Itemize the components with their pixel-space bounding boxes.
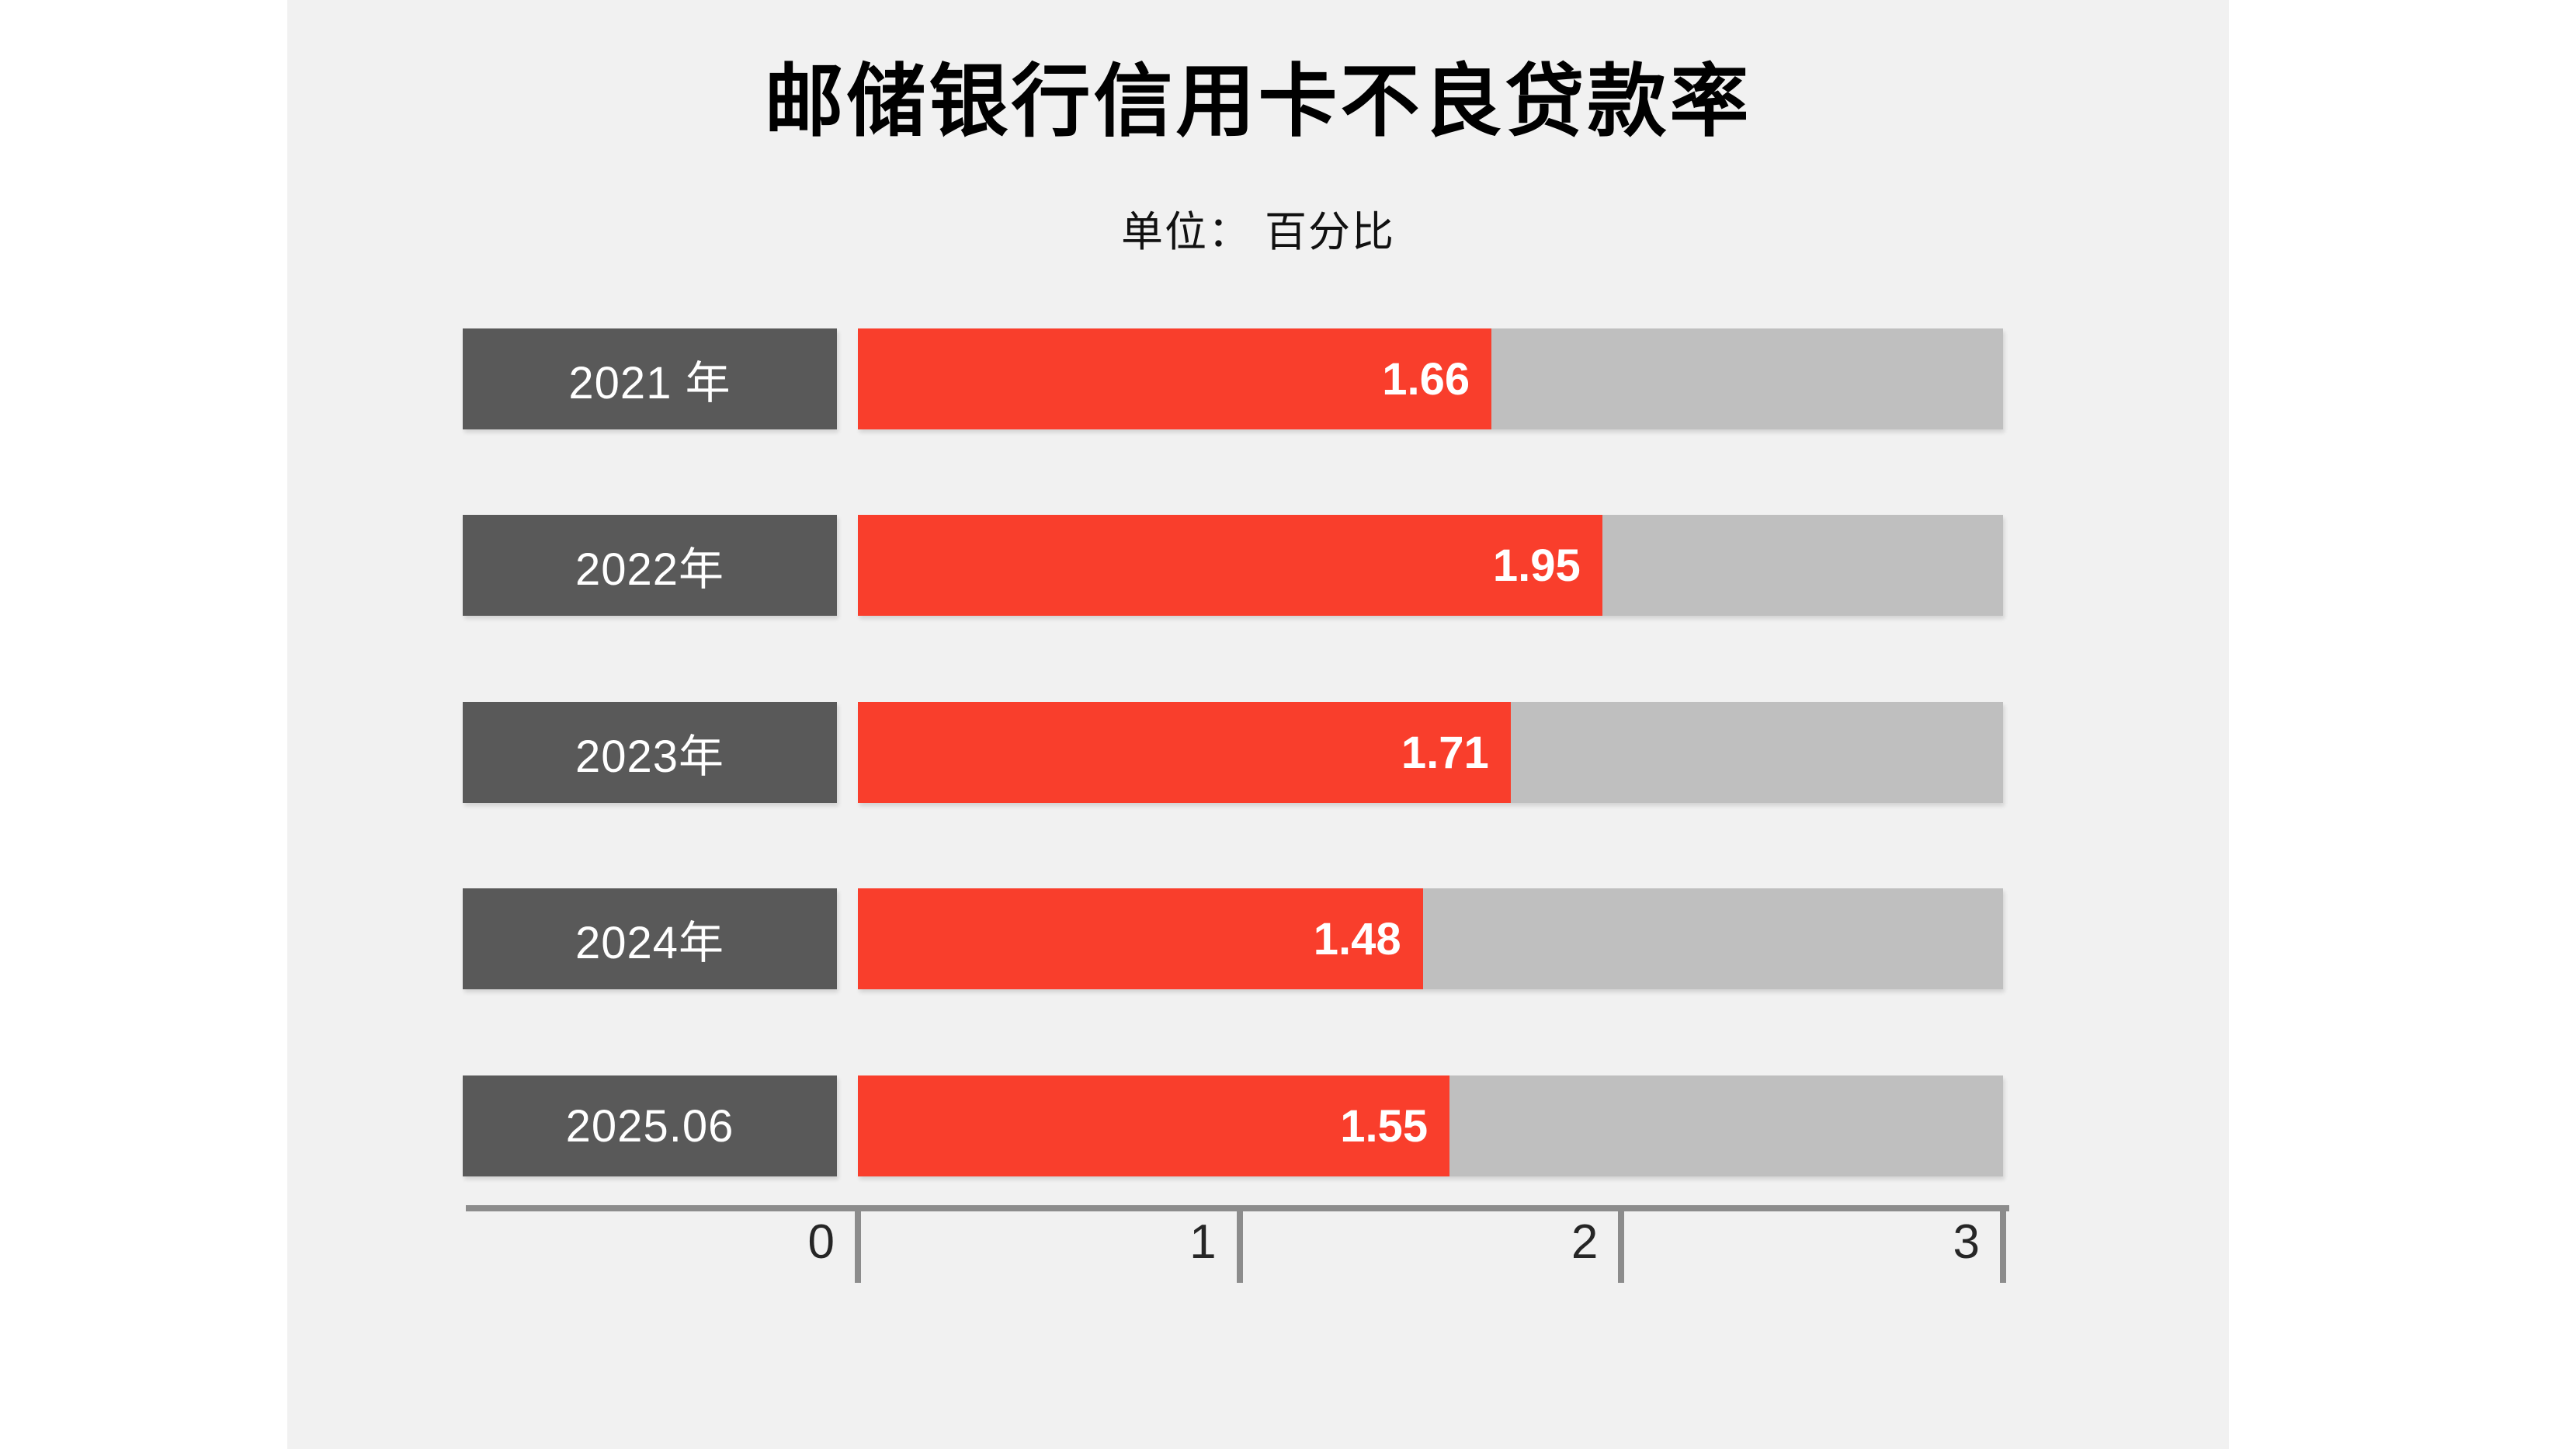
bar-fill: 1.71 [858, 702, 1511, 803]
bar-value-label: 1.48 [1313, 913, 1401, 964]
bar-track: 1.48 [858, 888, 2003, 989]
bar-fill: 1.95 [858, 515, 1602, 616]
category-label: 2024年 [463, 888, 837, 989]
x-axis-tick [2000, 1205, 2006, 1283]
chart-title: 邮储银行信用卡不良贷款率 [764, 57, 1752, 146]
bar-track: 1.95 [858, 515, 2003, 616]
bar-track: 1.71 [858, 702, 2003, 803]
x-axis-tick-label: 1 [1189, 1215, 1217, 1269]
category-label: 2023年 [463, 702, 837, 803]
category-label: 2022年 [463, 515, 837, 616]
bar-value-label: 1.71 [1401, 727, 1489, 778]
chart-subtitle: 单位： 百分比 [1120, 209, 1395, 255]
chart-row: 2022年 1.95 [287, 515, 2229, 616]
bar-track: 1.55 [858, 1075, 2003, 1176]
x-axis-tick [855, 1205, 861, 1283]
chart-row: 2025.06 1.55 [287, 1075, 2229, 1176]
category-label: 2025.06 [463, 1075, 837, 1176]
bar-fill: 1.48 [858, 888, 1423, 989]
chart-row: 2021 年 1.66 [287, 328, 2229, 429]
x-axis-tick-label: 0 [807, 1215, 835, 1269]
x-axis-tick-label: 3 [1953, 1215, 1980, 1269]
chart-panel: 邮储银行信用卡不良贷款率 单位： 百分比 2021 年 1.66 2022年 1.95… [287, 0, 2229, 1449]
bar-value-label: 1.95 [1492, 540, 1581, 591]
bar-value-label: 1.55 [1340, 1100, 1429, 1152]
bar-fill: 1.66 [858, 328, 1492, 429]
bar-value-label: 1.66 [1382, 353, 1470, 405]
chart-row: 2023年 1.71 [287, 702, 2229, 803]
x-axis-tick-label: 2 [1571, 1215, 1599, 1269]
bar-track: 1.66 [858, 328, 2003, 429]
x-axis-tick [1618, 1205, 1625, 1283]
bar-fill: 1.55 [858, 1075, 1450, 1176]
chart-row: 2024年 1.48 [287, 888, 2229, 989]
x-axis-tick [1236, 1205, 1243, 1283]
category-label: 2021 年 [463, 328, 837, 429]
